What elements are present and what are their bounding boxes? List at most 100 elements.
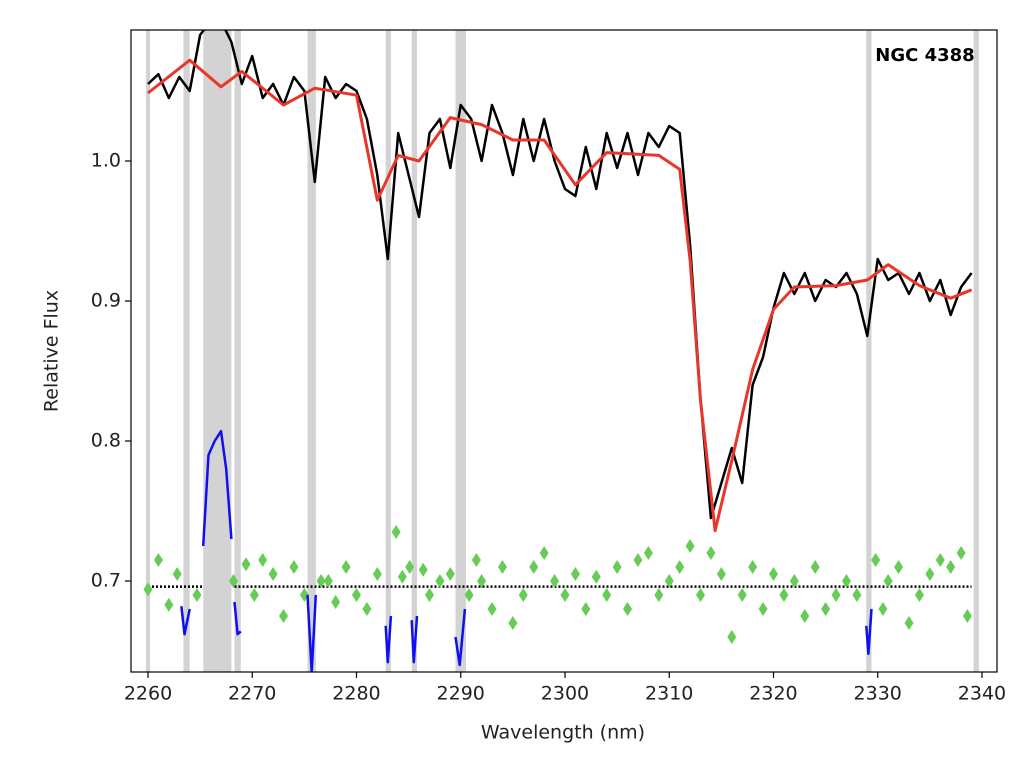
residual-point — [487, 602, 497, 617]
x-tick-label: 2310 — [645, 683, 693, 705]
masked-region — [234, 30, 241, 672]
residual-point — [748, 560, 758, 575]
residual-point — [883, 574, 893, 589]
residual-point — [550, 574, 560, 589]
residual-point — [643, 546, 653, 561]
residual-point — [871, 553, 881, 568]
residual-point — [956, 546, 966, 561]
residual-point — [727, 630, 737, 645]
x-tick-label: 2260 — [124, 683, 172, 705]
residual-point — [351, 588, 361, 603]
residual-point — [539, 546, 549, 561]
residual-point — [633, 553, 643, 568]
residual-point — [789, 574, 799, 589]
residual-point — [716, 567, 726, 582]
residual-point — [249, 588, 259, 603]
model-spectrum — [147, 58, 973, 533]
masked-region — [411, 30, 417, 672]
annotation: NGC 4388 — [875, 45, 974, 66]
residual-point — [477, 574, 487, 589]
residual-point — [289, 560, 299, 575]
residual-point — [737, 588, 747, 603]
residual-point — [424, 588, 434, 603]
residual-point — [602, 588, 612, 603]
x-tick-label: 2340 — [958, 683, 1006, 705]
residual-point — [654, 588, 664, 603]
masked-region — [203, 30, 232, 672]
residual-point — [675, 560, 685, 575]
residual-point — [471, 553, 481, 568]
residual-point — [372, 567, 382, 582]
x-tick-label: 2280 — [332, 683, 380, 705]
x-tick-label: 2330 — [854, 683, 902, 705]
residual-point — [685, 539, 695, 554]
residual-point — [612, 560, 622, 575]
residual-point — [810, 560, 820, 575]
residual-point — [696, 588, 706, 603]
residual-point — [946, 560, 956, 575]
residual-point — [316, 574, 326, 589]
residual-point — [904, 616, 914, 631]
residual-point — [852, 588, 862, 603]
residual-point — [706, 546, 716, 561]
residual-point — [529, 560, 539, 575]
masked-region — [307, 30, 316, 672]
residual-point — [914, 588, 924, 603]
masked-region — [183, 30, 190, 672]
masked-region — [145, 30, 151, 672]
residual-point — [341, 560, 351, 575]
residual-point — [935, 553, 945, 568]
residual-point — [831, 588, 841, 603]
residual-point — [570, 567, 580, 582]
residual-point — [418, 562, 428, 577]
residual-point — [362, 602, 372, 617]
residual-point — [445, 567, 455, 582]
residual-point — [192, 588, 202, 603]
residual-point — [279, 609, 289, 624]
residual-point — [508, 616, 518, 631]
residual-point — [497, 560, 507, 575]
masked-region — [455, 30, 466, 672]
residual-point — [153, 553, 163, 568]
masked-region — [385, 30, 391, 672]
residual-point — [405, 560, 415, 575]
y-tick-label: 0.7 — [91, 570, 121, 592]
residual-point — [258, 553, 268, 568]
residual-point — [268, 567, 278, 582]
residual-point — [664, 574, 674, 589]
residual-point — [841, 574, 851, 589]
y-tick-label: 1.0 — [91, 150, 121, 172]
residual-point — [172, 567, 182, 582]
residual-point — [228, 574, 238, 589]
residual-point — [800, 609, 810, 624]
residual-point — [464, 588, 474, 603]
x-tick-label: 2300 — [541, 683, 589, 705]
masked-region — [973, 30, 979, 672]
x-tick-label: 2320 — [749, 683, 797, 705]
residual-point — [241, 557, 251, 572]
y-tick-label: 0.9 — [91, 290, 121, 312]
residual-point — [391, 525, 401, 540]
residual-point — [768, 567, 778, 582]
residual-point — [435, 574, 445, 589]
residual-point — [821, 602, 831, 617]
residual-point — [962, 609, 972, 624]
residual-point — [164, 597, 174, 612]
residual-point — [779, 588, 789, 603]
residual-point — [560, 588, 570, 603]
residual-point — [323, 574, 333, 589]
residual-point — [758, 602, 768, 617]
residual-point — [143, 582, 153, 597]
residual-point — [581, 602, 591, 617]
plot-frame — [130, 29, 998, 673]
residual-point — [894, 560, 904, 575]
residual-point — [397, 569, 407, 584]
y-axis-label: Relative Flux — [41, 290, 63, 412]
residual-point — [623, 602, 633, 617]
y-tick-label: 0.8 — [91, 430, 121, 452]
masked-region — [866, 30, 872, 672]
residual-point — [591, 569, 601, 584]
x-tick-label: 2270 — [228, 683, 276, 705]
residual-point — [331, 595, 341, 610]
